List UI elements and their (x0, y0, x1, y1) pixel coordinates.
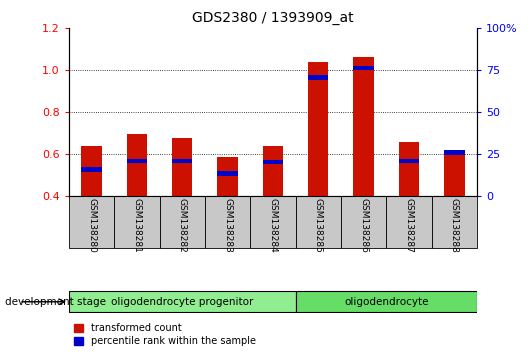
Bar (308, 75, 329, 80)
Bar (399, 159, 419, 163)
Bar (354, 66, 374, 70)
Bar (82, 167, 102, 172)
Text: GSM138285: GSM138285 (314, 198, 323, 253)
Legend: transformed count, percentile rank within the sample: transformed count, percentile rank withi… (74, 324, 257, 346)
Bar (205, 195, 250, 248)
Bar (217, 157, 238, 195)
Bar (308, 62, 329, 195)
Bar (263, 160, 283, 164)
Bar (217, 171, 238, 176)
Bar (127, 159, 147, 163)
Bar (160, 195, 205, 248)
Text: development stage: development stage (5, 297, 107, 307)
Text: GSM138284: GSM138284 (269, 198, 277, 253)
Bar (263, 147, 283, 195)
Text: GSM138283: GSM138283 (223, 198, 232, 253)
Text: GSM138288: GSM138288 (450, 198, 459, 253)
Bar (444, 149, 464, 195)
Bar (341, 195, 386, 248)
Bar (444, 150, 464, 155)
Bar (69, 291, 296, 312)
Text: GSM138287: GSM138287 (404, 198, 413, 253)
Text: oligodendrocyte progenitor: oligodendrocyte progenitor (111, 297, 253, 307)
Title: GDS2380 / 1393909_at: GDS2380 / 1393909_at (192, 11, 354, 24)
Bar (69, 195, 114, 248)
Bar (82, 147, 102, 195)
Bar (296, 195, 341, 248)
Bar (386, 195, 431, 248)
Text: oligodendrocyte: oligodendrocyte (344, 297, 429, 307)
Bar (431, 195, 477, 248)
Bar (296, 291, 477, 312)
Bar (250, 195, 296, 248)
Bar (399, 142, 419, 195)
Bar (127, 134, 147, 195)
Text: GSM138282: GSM138282 (178, 198, 187, 253)
Bar (172, 138, 192, 195)
Text: GSM138281: GSM138281 (132, 198, 142, 253)
Text: GSM138286: GSM138286 (359, 198, 368, 253)
Bar (172, 159, 192, 163)
Bar (354, 57, 374, 195)
Text: GSM138280: GSM138280 (87, 198, 96, 253)
Bar (114, 195, 160, 248)
